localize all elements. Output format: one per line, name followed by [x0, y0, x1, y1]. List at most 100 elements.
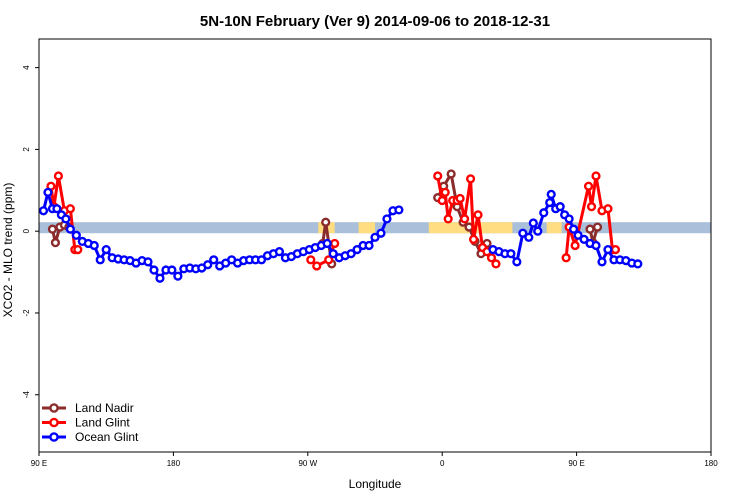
- legend-label: Land Glint: [75, 416, 130, 430]
- data-point: [545, 197, 555, 208]
- legend-swatch-marker: [49, 403, 59, 413]
- data-point: [491, 259, 501, 269]
- series-ocean-glint: [38, 187, 643, 283]
- data-point: [52, 204, 62, 214]
- data-point: [570, 240, 580, 251]
- data-point: [61, 214, 71, 224]
- data-point: [328, 249, 338, 259]
- data-point: [512, 257, 522, 267]
- data-point: [101, 244, 111, 255]
- data-point: [591, 171, 601, 181]
- data-point: [591, 240, 601, 251]
- data-point: [53, 171, 64, 181]
- data-point: [346, 249, 356, 259]
- data-point: [382, 214, 392, 224]
- legend-item: Land Glint: [42, 416, 130, 430]
- data-point: [585, 224, 595, 234]
- data-point: [524, 232, 534, 242]
- data-point: [167, 265, 177, 275]
- data-point: [468, 234, 479, 244]
- plot-frame: [38, 38, 712, 453]
- data-point: [528, 218, 538, 228]
- x-axis-label: Longitude: [349, 477, 402, 491]
- data-point: [306, 255, 316, 265]
- data-point: [473, 210, 483, 220]
- data-point: [486, 253, 497, 263]
- y-tick-label: -4: [22, 391, 31, 399]
- data-point: [321, 217, 331, 227]
- data-point: [539, 208, 549, 218]
- legend-swatch-marker: [49, 417, 59, 428]
- data-point: [50, 238, 61, 248]
- data-point: [65, 204, 75, 214]
- x-tick-label: 90 E: [568, 459, 584, 468]
- legend-item: Land Nadir: [42, 401, 134, 415]
- data-point: [324, 255, 334, 265]
- x-tick-label: 180: [704, 459, 718, 468]
- data-point: [73, 244, 83, 255]
- data-point: [633, 259, 643, 269]
- legend-item: Ocean Glint: [42, 430, 139, 444]
- x-tick-label: 0: [440, 459, 445, 468]
- data-point: [43, 187, 53, 197]
- data-point: [394, 205, 404, 215]
- legend-label: Land Nadir: [75, 401, 134, 415]
- data-point: [443, 214, 453, 224]
- data-point: [586, 202, 597, 212]
- data-point: [370, 232, 380, 242]
- data-point: [47, 224, 58, 234]
- x-tick-label: 90 E: [31, 459, 47, 468]
- y-tick-label: -2: [22, 309, 31, 317]
- legend-swatch-marker: [49, 432, 59, 442]
- data-point: [38, 206, 49, 216]
- data-point: [569, 224, 579, 234]
- data-point: [564, 214, 574, 224]
- axes: 90 E 180 90 W 0 90 E 180 -4 -2 0 2 4: [22, 38, 718, 468]
- series-line: [564, 174, 616, 258]
- data-point: [274, 247, 285, 257]
- data-point: [173, 271, 183, 281]
- band-land-1: [358, 222, 375, 234]
- data-point: [592, 222, 603, 232]
- y-axis-label: XCO2 - MLO trend (ppm): [1, 183, 15, 318]
- x-tick-label: 90 W: [298, 459, 317, 468]
- data-point: [610, 244, 621, 255]
- data-point: [203, 260, 213, 270]
- data-point: [71, 230, 81, 240]
- data-point: [256, 255, 267, 265]
- data-point: [597, 257, 607, 267]
- series-line: [492, 192, 639, 266]
- data-point: [455, 193, 465, 204]
- data-point: [555, 202, 565, 212]
- data-point: [209, 255, 219, 265]
- data-point: [546, 189, 556, 199]
- legend-label: Ocean Glint: [75, 430, 139, 444]
- series-layer: [38, 169, 643, 283]
- data-point: [603, 244, 613, 255]
- data-point: [352, 244, 362, 255]
- data-point: [155, 273, 165, 283]
- data-point: [312, 261, 322, 271]
- data-point: [573, 230, 583, 240]
- y-tick-label: 0: [22, 228, 31, 233]
- data-point: [579, 234, 589, 244]
- data-point: [506, 249, 516, 259]
- y-tick-label: 2: [22, 147, 31, 152]
- data-point: [364, 240, 374, 251]
- data-point: [322, 238, 332, 249]
- data-point: [437, 195, 447, 206]
- data-point: [149, 265, 159, 275]
- y-tick-label: 4: [22, 65, 31, 70]
- data-point: [518, 228, 528, 238]
- data-point: [446, 169, 456, 179]
- data-point: [561, 253, 571, 263]
- data-point: [433, 171, 443, 181]
- data-point: [89, 240, 99, 251]
- data-point: [143, 257, 153, 267]
- data-point: [330, 238, 340, 249]
- data-point: [603, 204, 613, 214]
- data-point: [460, 214, 470, 224]
- chart-title: 5N-10N February (Ver 9) 2014-09-06 to 20…: [200, 13, 550, 30]
